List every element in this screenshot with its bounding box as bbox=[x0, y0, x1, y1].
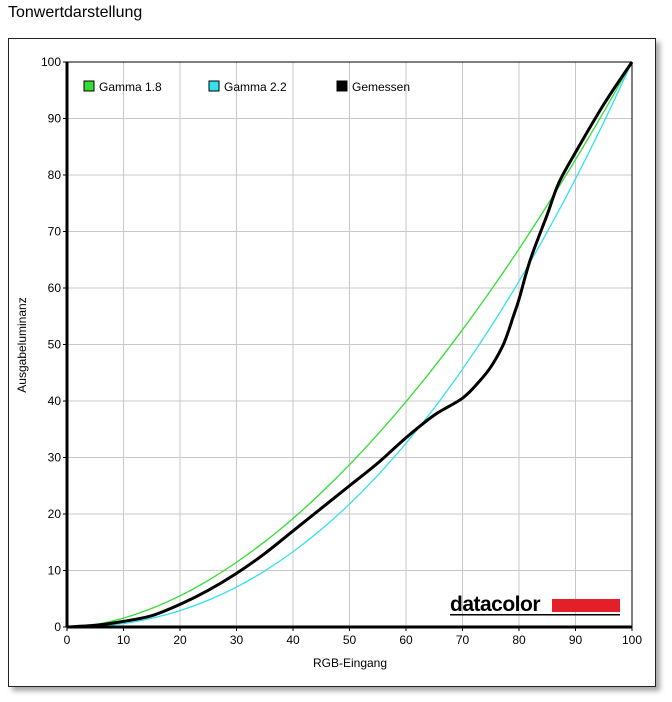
x-tick-label: 0 bbox=[64, 633, 71, 647]
logo-text: datacolor bbox=[450, 593, 540, 616]
y-tick-label: 70 bbox=[48, 225, 62, 239]
y-tick-label: 80 bbox=[48, 168, 62, 182]
y-tick-label: 90 bbox=[48, 112, 62, 126]
logo-underline bbox=[450, 614, 620, 616]
x-tick-label: 40 bbox=[286, 633, 300, 647]
y-tick-label: 30 bbox=[48, 451, 62, 465]
datacolor-logo: datacolor bbox=[450, 593, 620, 616]
legend-swatch-gemessen bbox=[336, 80, 348, 92]
series-line-gamma-1-8 bbox=[66, 61, 633, 628]
page-title: Tonwertdarstellung bbox=[8, 4, 143, 21]
y-tick-label: 50 bbox=[48, 338, 62, 352]
x-tick-label: 30 bbox=[230, 633, 244, 647]
y-tick-label: 10 bbox=[48, 564, 62, 578]
legend-label-gamma-2-2: Gamma 2.2 bbox=[224, 80, 287, 94]
legend-label-gamma-1-8: Gamma 1.8 bbox=[99, 80, 162, 94]
legend-swatch-gamma-2-2 bbox=[208, 80, 220, 92]
legend-swatch-gamma-1-8 bbox=[83, 80, 95, 92]
y-tick-label: 60 bbox=[48, 281, 62, 295]
x-tick-label: 80 bbox=[512, 633, 526, 647]
y-tick-label: 0 bbox=[54, 620, 61, 634]
y-axis-label: Ausgabeluminanz bbox=[15, 297, 29, 392]
x-tick-label: 70 bbox=[456, 633, 470, 647]
x-axis-label: RGB-Eingang bbox=[313, 656, 387, 670]
legend-label-gemessen: Gemessen bbox=[352, 80, 410, 94]
x-tick-label: 20 bbox=[173, 633, 187, 647]
x-tick-label: 10 bbox=[117, 633, 131, 647]
series-line-gemessen bbox=[66, 61, 634, 629]
y-tick-label: 100 bbox=[41, 55, 61, 69]
x-tick-label: 50 bbox=[343, 633, 357, 647]
series-line-gamma-2-2 bbox=[66, 61, 633, 628]
x-tick-label: 90 bbox=[569, 633, 583, 647]
x-tick-label: 100 bbox=[622, 633, 642, 647]
y-tick-label: 40 bbox=[48, 394, 62, 408]
x-tick-label: 60 bbox=[399, 633, 413, 647]
logo-bar bbox=[552, 599, 620, 612]
y-tick-label: 20 bbox=[48, 507, 62, 521]
